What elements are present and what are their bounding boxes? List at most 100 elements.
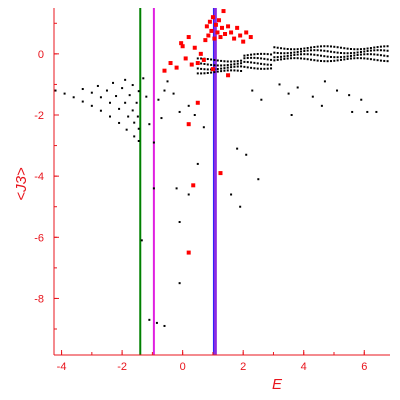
data-point [200, 67, 203, 70]
data-point [105, 89, 108, 92]
data-point [326, 55, 329, 58]
data-point [250, 56, 253, 59]
data-point [118, 107, 121, 110]
data-point [206, 71, 209, 74]
data-point [96, 84, 99, 87]
data-point [376, 49, 379, 52]
data-point [356, 51, 359, 54]
data-point [276, 56, 279, 59]
data-point [256, 67, 259, 70]
data-point [109, 115, 111, 118]
data-point [81, 88, 84, 91]
data-point [210, 71, 213, 74]
data-point [369, 53, 372, 56]
data-point-red [218, 171, 223, 176]
data-point [152, 141, 155, 144]
data-point [240, 59, 243, 62]
data-point [226, 69, 229, 72]
data-point [351, 110, 354, 113]
data-point [283, 52, 286, 55]
data-point [172, 92, 175, 95]
data-point [128, 94, 131, 97]
data-point [280, 55, 283, 58]
data-point-red [216, 18, 221, 23]
data-point [136, 115, 139, 118]
data-point [306, 53, 309, 56]
data-point [276, 46, 279, 49]
data-point [296, 86, 299, 89]
data-point [203, 68, 206, 71]
data-point [226, 64, 229, 67]
data-point-red [189, 62, 194, 67]
data-point [81, 100, 84, 103]
data-point [233, 65, 236, 68]
data-point [363, 53, 366, 56]
data-point [333, 59, 336, 62]
data-point [266, 58, 269, 61]
data-point [336, 51, 339, 54]
data-point [353, 48, 356, 51]
data-point [280, 58, 283, 61]
data-point [280, 52, 283, 55]
data-point [326, 50, 329, 53]
data-point [236, 62, 239, 65]
data-point [316, 49, 319, 52]
data-point [230, 60, 233, 63]
data-point [236, 147, 239, 150]
x-tick-label: -4 [57, 361, 67, 373]
data-point [243, 60, 246, 63]
data-point-red [210, 67, 215, 72]
data-point [303, 57, 306, 60]
data-point [373, 58, 376, 61]
data-point [263, 67, 266, 70]
data-point [203, 72, 206, 75]
data-point [286, 57, 289, 60]
data-point [280, 47, 283, 50]
data-point [137, 139, 140, 142]
data-point [236, 69, 239, 72]
data-point [270, 67, 273, 70]
data-point [373, 53, 376, 56]
data-point [309, 49, 312, 52]
data-point [163, 89, 166, 92]
data-point [356, 48, 359, 51]
data-point [323, 80, 326, 83]
data-point [250, 66, 253, 69]
data-point [263, 52, 266, 55]
data-point [290, 114, 293, 117]
data-point [300, 47, 303, 50]
data-point [246, 61, 249, 64]
data-point [131, 84, 134, 87]
data-point [206, 63, 209, 66]
data-point [386, 49, 389, 52]
data-point [359, 48, 362, 51]
data-point [349, 57, 352, 60]
data-point [273, 46, 276, 49]
data-point [383, 49, 386, 52]
x-tick-label: 4 [301, 361, 307, 373]
data-point [266, 67, 269, 70]
data-point [293, 53, 296, 56]
data-point [336, 89, 339, 92]
data-point [306, 58, 309, 61]
data-point [336, 56, 339, 59]
data-point [63, 92, 66, 95]
data-point [256, 62, 259, 65]
data-point-red [206, 33, 211, 38]
data-point [270, 53, 273, 56]
data-point [303, 53, 306, 56]
data-point [260, 52, 263, 55]
data-point [383, 45, 386, 48]
data-point [253, 53, 256, 56]
data-point-red [248, 35, 253, 40]
data-point [319, 49, 322, 52]
data-point [90, 91, 93, 94]
data-point [137, 90, 140, 93]
data-point [296, 48, 299, 51]
data-point [329, 60, 332, 63]
data-point-red [229, 30, 234, 35]
data-point [369, 58, 372, 61]
data-point [296, 50, 299, 53]
data-point [125, 128, 128, 131]
data-point [223, 69, 226, 72]
